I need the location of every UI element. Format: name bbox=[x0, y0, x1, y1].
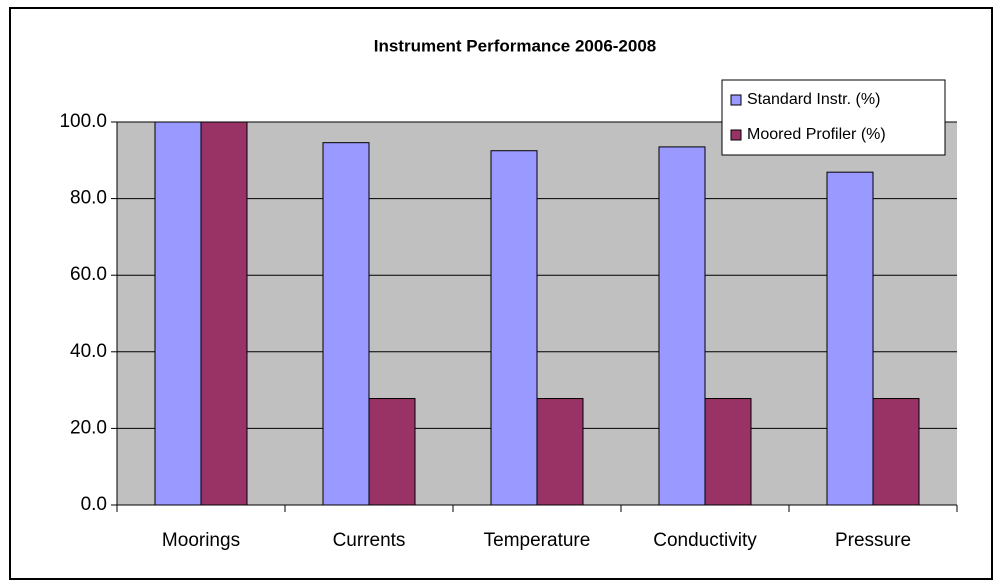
legend-label: Standard Instr. (%) bbox=[747, 91, 880, 108]
bar bbox=[322, 142, 370, 506]
legend-swatch bbox=[730, 129, 742, 141]
x-tick-label: Pressure bbox=[835, 530, 911, 551]
bar bbox=[826, 171, 874, 506]
legend-swatch bbox=[730, 94, 742, 106]
y-tick-label: 40.0 bbox=[70, 341, 107, 362]
y-tick-label: 100.0 bbox=[59, 111, 107, 132]
legend-box bbox=[721, 79, 946, 156]
bar bbox=[536, 398, 584, 506]
y-tick-label: 0.0 bbox=[81, 494, 107, 515]
bar bbox=[154, 121, 202, 506]
x-tick-label: Conductivity bbox=[653, 530, 757, 551]
bar bbox=[658, 146, 706, 506]
x-tick-label: Currents bbox=[333, 530, 406, 551]
chart-title: Instrument Performance 2006-2008 bbox=[374, 36, 657, 55]
y-tick-label: 80.0 bbox=[70, 188, 107, 209]
y-tick-label: 20.0 bbox=[70, 417, 107, 438]
x-tick-label: Moorings bbox=[162, 530, 240, 551]
bar bbox=[704, 398, 752, 506]
bar bbox=[872, 398, 920, 506]
legend-label: Moored Profiler (%) bbox=[747, 126, 886, 143]
x-tick-label: Temperature bbox=[484, 530, 591, 551]
bar bbox=[490, 150, 538, 506]
bar bbox=[200, 121, 248, 506]
bar bbox=[368, 398, 416, 506]
y-tick-label: 60.0 bbox=[70, 264, 107, 285]
